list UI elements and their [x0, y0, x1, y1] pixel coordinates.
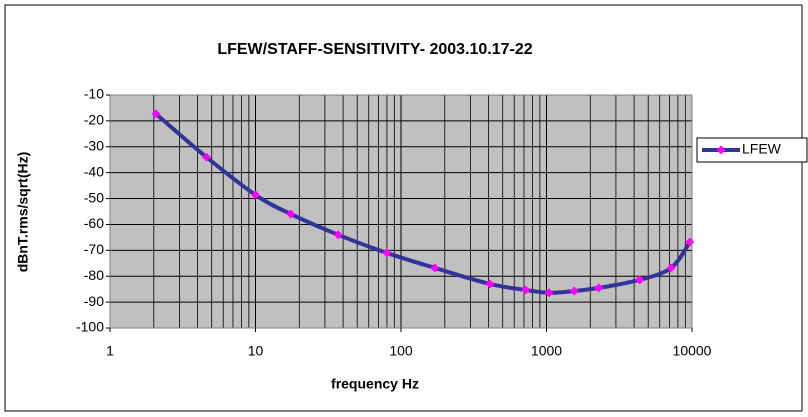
point-marker	[544, 288, 554, 298]
y-tick-label: -100	[76, 319, 104, 335]
point-marker	[485, 279, 495, 289]
x-tick-label: 1	[106, 343, 114, 359]
point-marker	[635, 275, 645, 285]
x-axis-label: frequency Hz	[331, 376, 419, 392]
x-tick-label: 100	[389, 343, 413, 359]
grid	[109, 94, 693, 329]
y-tick-label: -60	[84, 215, 104, 231]
y-tick-label: -70	[84, 241, 104, 257]
point-marker	[521, 285, 531, 295]
legend-marker	[716, 145, 726, 155]
x-tick-label: 10	[248, 343, 264, 359]
point-marker	[333, 230, 343, 240]
point-marker	[594, 283, 604, 293]
x-tick-label: 1000	[531, 343, 562, 359]
marks	[151, 109, 695, 298]
y-tick-label: -30	[84, 137, 104, 153]
point-marker	[382, 248, 392, 258]
y-tick-label: -20	[84, 112, 104, 128]
chart-title: LFEW/STAFF-SENSITIVITY- 2003.10.17-22	[217, 41, 532, 58]
y-axis-label: dBnT.rms/sqrt(Hz)	[15, 152, 31, 273]
legend-items: LFEW	[702, 141, 782, 157]
x-tick-label: 10000	[673, 343, 712, 359]
y-tick-label: -90	[84, 293, 104, 309]
y-tick-label: -40	[84, 163, 104, 179]
point-marker	[430, 263, 440, 273]
point-marker	[251, 190, 260, 200]
y-tick-label: -50	[84, 189, 104, 205]
point-marker	[286, 209, 296, 219]
y-tick-label: -80	[84, 267, 104, 283]
point-marker	[666, 263, 676, 273]
legend-label: LFEW	[742, 141, 782, 157]
point-marker	[569, 286, 579, 296]
point-marker	[151, 109, 161, 119]
y-tick-label: -10	[84, 86, 104, 102]
point-marker	[201, 152, 211, 162]
